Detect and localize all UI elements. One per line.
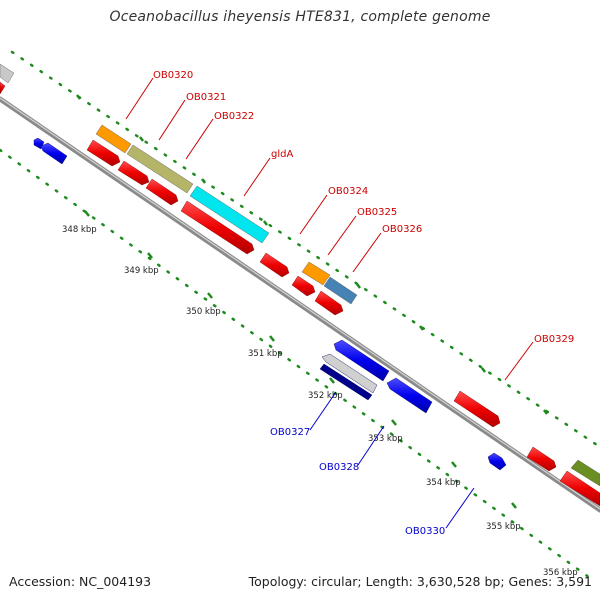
rev-ob0327[interactable] — [321, 353, 378, 394]
tick-353 — [391, 419, 397, 426]
feature-ob0321[interactable] — [126, 144, 194, 194]
label-ob0321[interactable]: OB0321 — [186, 92, 226, 103]
kbp-tick-marks — [84, 210, 517, 509]
rev-ob0327-navy[interactable] — [319, 363, 373, 401]
cds-ob0324-a[interactable] — [259, 252, 290, 278]
label-ob0324[interactable]: OB0324 — [328, 186, 368, 197]
connector-ob0326 — [352, 232, 382, 273]
cds-ob0320[interactable] — [86, 139, 121, 167]
connector-ob0330 — [445, 487, 475, 529]
kbp-label-348: 348 kbp — [62, 225, 97, 235]
tick-352 — [329, 377, 335, 384]
label-connectors — [125, 77, 534, 529]
outer-ruler-line — [10, 50, 600, 449]
cds-ob0329[interactable] — [453, 390, 501, 428]
kbp-label-356: 356 kbp — [543, 568, 578, 578]
feature-green-edge[interactable] — [570, 459, 600, 487]
kbp-label-354: 354 kbp — [426, 478, 461, 488]
kbp-labels: 348 kbp 349 kbp 350 kbp 351 kbp 352 kbp … — [62, 225, 578, 578]
cds-mid-right[interactable] — [526, 446, 557, 472]
topology-label: Topology: circular; Length: 3,630,528 bp… — [248, 574, 592, 589]
label-ob0330[interactable]: OB0330 — [405, 526, 445, 537]
kbp-label-353: 353 kbp — [368, 434, 403, 444]
label-glda[interactable]: gldA — [271, 149, 293, 160]
cds-arrows — [0, 81, 600, 507]
cds-edge-left[interactable] — [0, 81, 6, 95]
connector-ob0329 — [504, 341, 534, 381]
label-ob0329[interactable]: OB0329 — [534, 334, 574, 345]
rev-small-2[interactable] — [40, 142, 68, 165]
tick-354 — [451, 461, 457, 468]
cds-ob0322[interactable] — [145, 178, 179, 206]
connector-ob0324 — [299, 194, 328, 235]
cds-ob0326[interactable] — [314, 290, 344, 316]
cds-ob0324-b[interactable] — [291, 275, 316, 297]
ruler-lines — [0, 50, 600, 580]
connector-ob0320 — [125, 77, 154, 120]
kbp-label-352: 352 kbp — [308, 391, 343, 401]
genome-title: Oceanobacillus iheyensis HTE831, complet… — [109, 9, 491, 25]
label-ob0320[interactable]: OB0320 — [153, 70, 193, 81]
connector-ob0327 — [309, 391, 337, 431]
tick-348 — [84, 210, 90, 217]
cds-edge-right[interactable] — [559, 470, 600, 507]
genome-backbone — [0, 96, 600, 513]
rev-ob0327-blue[interactable] — [333, 339, 390, 382]
kbp-label-349: 349 kbp — [124, 266, 159, 276]
connector-ob0328 — [357, 425, 385, 466]
kbp-label-351: 351 kbp — [248, 349, 283, 359]
backbone-line — [0, 96, 600, 513]
label-ob0327[interactable]: OB0327 — [270, 427, 310, 438]
cds-glda[interactable] — [180, 200, 255, 255]
tick-355 — [511, 502, 517, 509]
rev-ob0328[interactable] — [386, 377, 433, 414]
kbp-label-350: 350 kbp — [186, 307, 221, 317]
label-ob0325[interactable]: OB0325 — [357, 207, 397, 218]
label-ob0326[interactable]: OB0326 — [382, 224, 422, 235]
rev-ob0330[interactable] — [487, 452, 507, 471]
tick-350 — [207, 292, 213, 299]
cds-ob0321[interactable] — [117, 160, 150, 186]
label-ob0322[interactable]: OB0322 — [214, 111, 254, 122]
gray-feature-edge[interactable] — [0, 63, 15, 84]
feature-ob0320[interactable] — [95, 124, 132, 154]
gene-labels: OB0320 OB0321 OB0322 gldA OB0324 OB0325 … — [153, 70, 574, 537]
kbp-label-355: 355 kbp — [486, 522, 521, 532]
forward-features — [0, 63, 600, 487]
connector-ob0322 — [185, 118, 214, 160]
feature-ob0325[interactable] — [323, 276, 358, 305]
outer-ruler-ticks — [76, 94, 548, 415]
connector-glda — [243, 157, 271, 197]
reverse-features — [33, 137, 507, 471]
label-ob0328[interactable]: OB0328 — [319, 462, 359, 473]
tick-349 — [147, 252, 153, 259]
feature-ob0324[interactable] — [301, 261, 331, 286]
feature-glda[interactable] — [189, 185, 270, 244]
connector-ob0321 — [158, 99, 186, 141]
tick-351 — [269, 335, 275, 342]
connector-ob0325 — [327, 215, 357, 256]
accession-label: Accession: NC_004193 — [9, 574, 152, 589]
